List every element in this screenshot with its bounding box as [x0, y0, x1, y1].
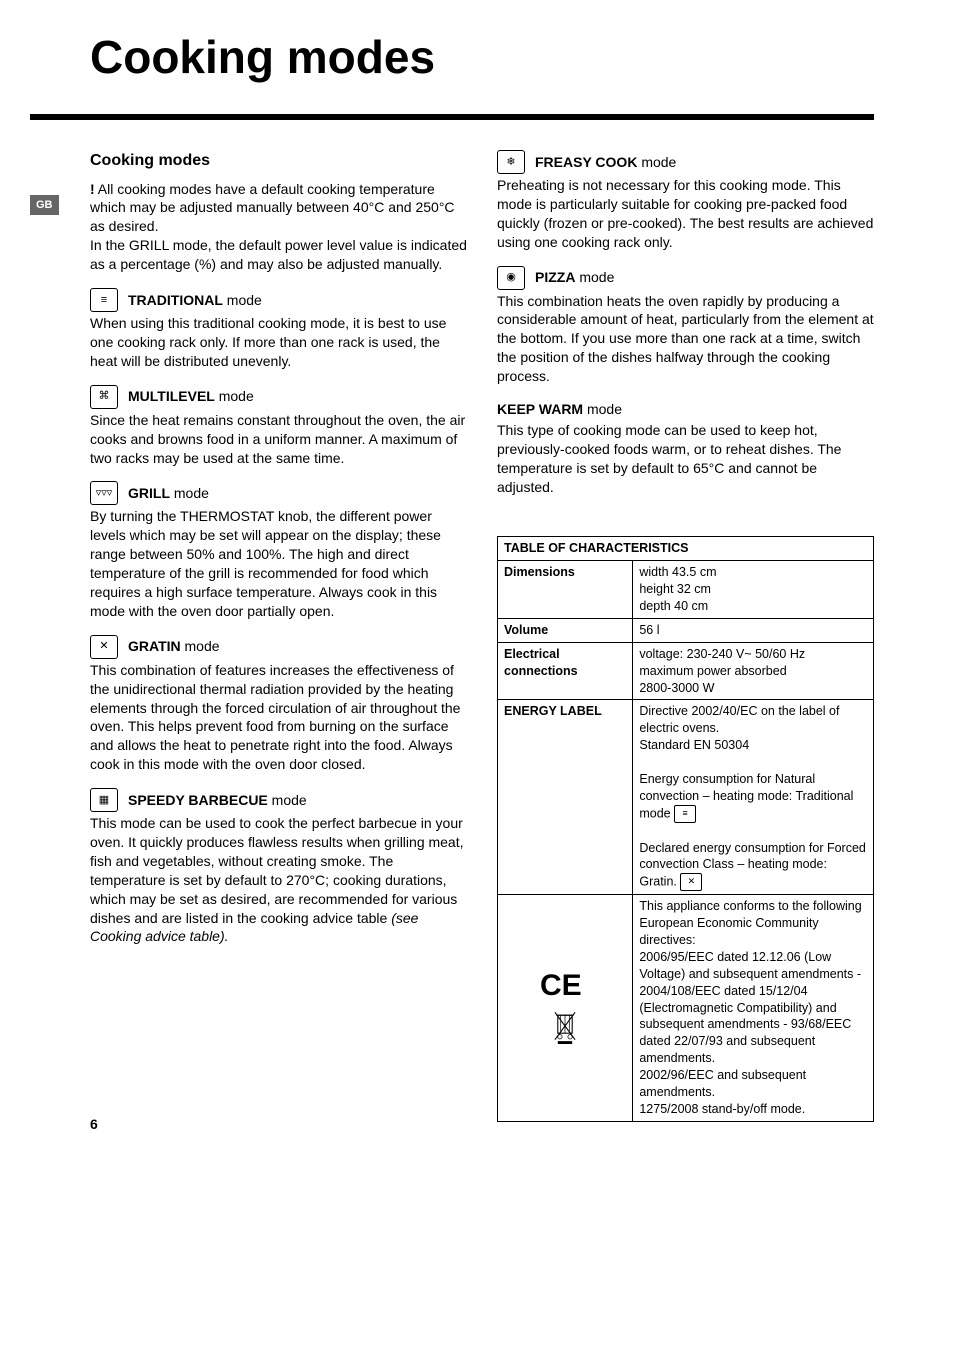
- traditional-inline-icon: ≡: [674, 805, 696, 823]
- mode-desc: Preheating is not necessary for this coo…: [497, 176, 874, 252]
- characteristics-table: TABLE OF CHARACTERISTICS Dimensions widt…: [497, 536, 874, 1121]
- mode-title: GRATIN mode: [128, 637, 220, 656]
- mode-gratin: ✕ GRATIN mode This combination of featur…: [90, 635, 467, 774]
- energy-label: ENERGY LABEL: [498, 700, 633, 895]
- electrical-label: Electrical connections: [498, 642, 633, 700]
- ce-value: This appliance conforms to the following…: [633, 895, 874, 1121]
- mode-title: KEEP WARM mode: [497, 401, 622, 417]
- mode-title: MULTILEVEL mode: [128, 387, 254, 406]
- mode-title: FREASY COOK mode: [535, 153, 676, 172]
- gratin-inline-icon: ✕: [680, 873, 702, 891]
- table-row: Volume 56 l: [498, 618, 874, 642]
- mode-desc: Since the heat remains constant througho…: [90, 411, 467, 468]
- dimensions-value: width 43.5 cm height 32 cm depth 40 cm: [633, 561, 874, 619]
- gb-tab: GB: [30, 195, 59, 215]
- mode-desc: This mode can be used to cook the perfec…: [90, 814, 467, 946]
- multilevel-icon: ⌘: [90, 385, 118, 409]
- section-title: Cooking modes: [90, 150, 467, 172]
- mode-desc: This type of cooking mode can be used to…: [497, 421, 874, 497]
- grill-icon: ▿▿▿: [90, 481, 118, 505]
- mode-multilevel: ⌘ MULTILEVEL mode Since the heat remains…: [90, 385, 467, 468]
- gratin-icon: ✕: [90, 635, 118, 659]
- mode-title: TRADITIONAL mode: [128, 291, 262, 310]
- mode-desc: This combination heats the oven rapidly …: [497, 292, 874, 386]
- ce-mark-cell: CE: [498, 895, 633, 1121]
- table-row: ENERGY LABEL Directive 2002/40/EC on the…: [498, 700, 874, 895]
- mode-title: GRILL mode: [128, 484, 209, 503]
- freasy-cook-icon: ❄: [497, 150, 525, 174]
- ce-mark-icon: CE: [504, 967, 626, 1008]
- mode-desc: When using this traditional cooking mode…: [90, 314, 467, 371]
- intro-body-2: In the GRILL mode, the default power lev…: [90, 237, 467, 272]
- volume-label: Volume: [498, 618, 633, 642]
- intro-body: All cooking modes have a default cooking…: [90, 181, 455, 235]
- table-row: Dimensions width 43.5 cm height 32 cm de…: [498, 561, 874, 619]
- table-row: CE: [498, 895, 874, 1121]
- mode-traditional: ≡ TRADITIONAL mode When using this tradi…: [90, 288, 467, 371]
- mode-freasy-cook: ❄ FREASY COOK mode Preheating is not nec…: [497, 150, 874, 252]
- svg-text:CE: CE: [540, 969, 582, 1002]
- mode-desc: By turning the THERMOSTAT knob, the diff…: [90, 507, 467, 620]
- mode-grill: ▿▿▿ GRILL mode By turning the THERMOSTAT…: [90, 481, 467, 620]
- mode-desc: This combination of features increases t…: [90, 661, 467, 774]
- table-header: TABLE OF CHARACTERISTICS: [498, 537, 874, 561]
- weee-bin-icon: [504, 1008, 626, 1049]
- divider: [30, 114, 874, 120]
- mode-pizza: ◉ PIZZA mode This combination heats the …: [497, 266, 874, 386]
- mode-speedy-barbecue: ▦ SPEEDY BARBECUE mode This mode can be …: [90, 788, 467, 946]
- speedy-barbecue-icon: ▦: [90, 788, 118, 812]
- table-row: Electrical connections voltage: 230-240 …: [498, 642, 874, 700]
- dimensions-label: Dimensions: [498, 561, 633, 619]
- intro-text: ! All cooking modes have a default cooki…: [90, 180, 467, 274]
- page-title: Cooking modes: [90, 30, 874, 84]
- volume-value: 56 l: [633, 618, 874, 642]
- energy-value: Directive 2002/40/EC on the label of ele…: [633, 700, 874, 895]
- mode-title: PIZZA mode: [535, 268, 614, 287]
- electrical-value: voltage: 230-240 V~ 50/60 Hz maximum pow…: [633, 642, 874, 700]
- traditional-icon: ≡: [90, 288, 118, 312]
- mode-keep-warm: KEEP WARM mode This type of cooking mode…: [497, 400, 874, 496]
- page-number: 6: [90, 1116, 98, 1132]
- left-column: Cooking modes ! All cooking modes have a…: [90, 150, 467, 1122]
- mode-title: SPEEDY BARBECUE mode: [128, 791, 307, 810]
- pizza-icon: ◉: [497, 266, 525, 290]
- right-column: ❄ FREASY COOK mode Preheating is not nec…: [497, 150, 874, 1122]
